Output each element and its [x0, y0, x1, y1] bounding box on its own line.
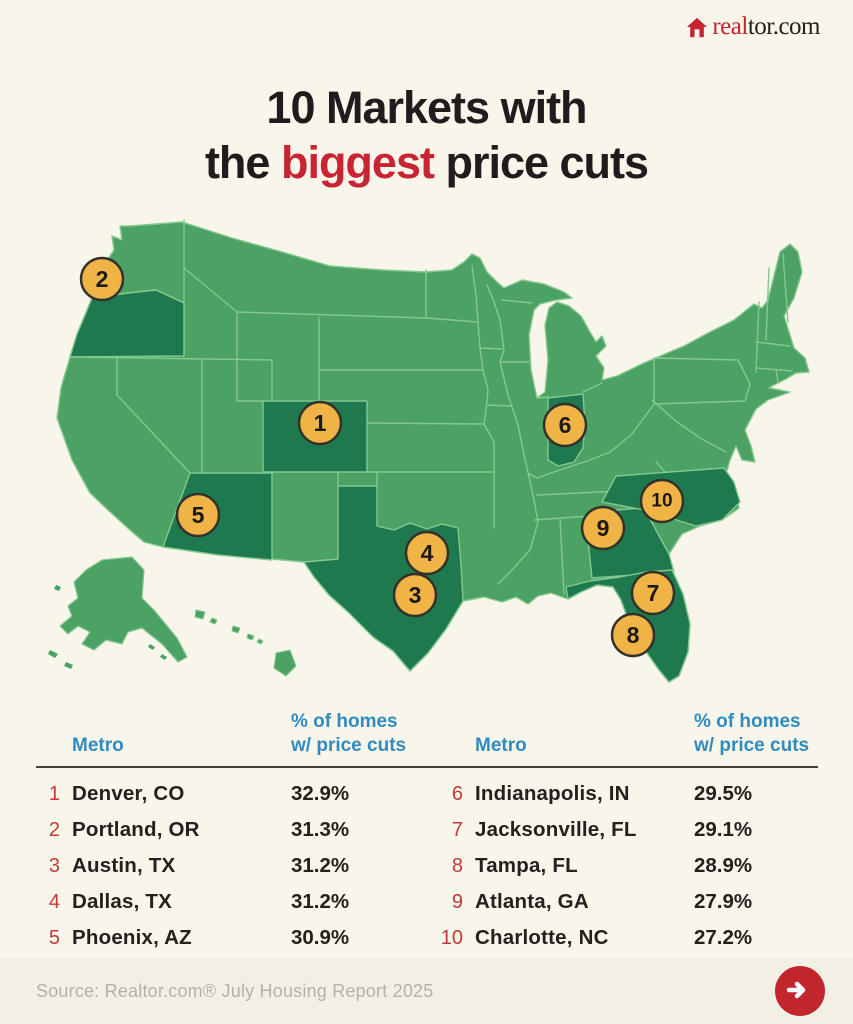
rank-number: 3 — [48, 854, 60, 877]
logo-text-real: real — [712, 13, 748, 40]
map-marker-6: 6 — [542, 402, 588, 448]
rank-number: 4 — [48, 890, 60, 913]
state-oregon-highlight — [69, 289, 185, 358]
svg-text:3: 3 — [409, 582, 422, 608]
svg-text:5: 5 — [192, 502, 205, 528]
svg-text:9: 9 — [597, 515, 610, 541]
logo-text-torcom: tor.com — [747, 13, 821, 40]
pct-value: 27.9% — [694, 890, 753, 913]
realtor-logo: realtor.com — [686, 13, 821, 41]
table-row: 7 Jacksonville, FL 29.1% — [439, 812, 818, 848]
table-row: 1 Denver, CO 32.9% — [36, 776, 415, 812]
metro-column-header: Metro — [72, 735, 124, 756]
metro-name: Atlanta, GA — [475, 890, 589, 913]
svg-text:2: 2 — [96, 266, 109, 292]
pct-value: 31.2% — [291, 890, 350, 913]
pct-column-header: % of homes w/ price cuts — [291, 711, 407, 756]
metro-name: Charlotte, NC — [475, 926, 609, 949]
pct-value: 29.5% — [694, 782, 753, 805]
rank-number: 2 — [48, 818, 60, 841]
metro-name: Denver, CO — [72, 782, 185, 805]
next-arrow-button[interactable] — [775, 966, 825, 1016]
table-row: 10 Charlotte, NC 27.2% — [439, 920, 818, 956]
rank-number: 7 — [451, 818, 463, 841]
pct-column-header: % of homes w/ price cuts — [694, 711, 810, 756]
metro-name: Austin, TX — [72, 854, 176, 877]
pct-value: 29.1% — [694, 818, 753, 841]
table-row: 5 Phoenix, AZ 30.9% — [36, 920, 415, 956]
svg-text:10: 10 — [651, 491, 672, 512]
pct-value: 28.9% — [694, 854, 753, 877]
pct-value: 27.2% — [694, 926, 753, 949]
table-row: 3 Austin, TX 31.2% — [36, 848, 415, 884]
rank-number: 5 — [48, 926, 60, 949]
map-marker-4: 4 — [404, 530, 450, 576]
pct-value: 32.9% — [291, 782, 350, 805]
title-line-1: 10 Markets with — [266, 82, 587, 133]
table-row: 8 Tampa, FL 28.9% — [439, 848, 818, 884]
svg-text:7: 7 — [647, 580, 660, 606]
table-row: 6 Indianapolis, IN 29.5% — [439, 776, 818, 812]
metro-name: Tampa, FL — [475, 854, 578, 877]
svg-text:6: 6 — [559, 412, 572, 438]
table-row: 2 Portland, OR 31.3% — [36, 812, 415, 848]
metro-name: Dallas, TX — [72, 890, 172, 913]
arrow-right-icon — [786, 980, 813, 1003]
table-left-column: 1 Denver, CO 32.9% 2 Portland, OR 31.3% … — [36, 776, 415, 956]
state-alaska — [59, 556, 188, 663]
rank-number: 9 — [451, 890, 463, 913]
map-marker-2: 2 — [79, 256, 125, 302]
map-marker-8: 8 — [610, 612, 656, 658]
table-right-column: 6 Indianapolis, IN 29.5% 7 Jacksonville,… — [439, 776, 818, 956]
metro-name: Indianapolis, IN — [475, 782, 630, 805]
rank-number: 8 — [451, 854, 463, 877]
table-row: 9 Atlanta, GA 27.9% — [439, 884, 818, 920]
table-divider — [36, 766, 818, 768]
pct-value: 31.2% — [291, 854, 350, 877]
title-line-2: the biggest price cuts — [204, 137, 649, 188]
us-map: 1 2 3 4 5 6 7 — [32, 210, 822, 690]
state-hawaii — [194, 609, 297, 677]
metro-column-header: Metro — [475, 735, 527, 756]
metro-name: Portland, OR — [72, 818, 200, 841]
svg-text:8: 8 — [627, 622, 640, 648]
svg-text:4: 4 — [421, 540, 434, 566]
metro-name: Phoenix, AZ — [72, 926, 192, 949]
rank-number: 1 — [48, 782, 60, 805]
pct-value: 30.9% — [291, 926, 350, 949]
page-title: 10 Markets with the biggest price cuts — [0, 80, 853, 190]
footer-band — [0, 958, 853, 1024]
metro-table: Metro % of homes w/ price cuts Metro % o… — [36, 706, 818, 956]
house-icon — [686, 17, 708, 38]
rank-number: 6 — [451, 782, 463, 805]
table-row: 4 Dallas, TX 31.2% — [36, 884, 415, 920]
rank-number: 10 — [440, 926, 463, 949]
title-emphasis: biggest — [280, 137, 435, 188]
map-marker-3: 3 — [392, 572, 438, 618]
logo-text: realtor.com — [712, 13, 820, 41]
metro-name: Jacksonville, FL — [475, 818, 637, 841]
map-marker-10: 10 — [639, 478, 685, 524]
source-text: Source: Realtor.com® July Housing Report… — [36, 981, 434, 1001]
map-marker-9: 9 — [580, 505, 626, 551]
table-header: Metro % of homes w/ price cuts Metro % o… — [36, 706, 818, 764]
map-marker-7: 7 — [630, 570, 676, 616]
svg-text:1: 1 — [314, 410, 327, 436]
map-marker-5: 5 — [175, 492, 221, 538]
pct-value: 31.3% — [291, 818, 350, 841]
map-marker-1: 1 — [297, 400, 343, 446]
